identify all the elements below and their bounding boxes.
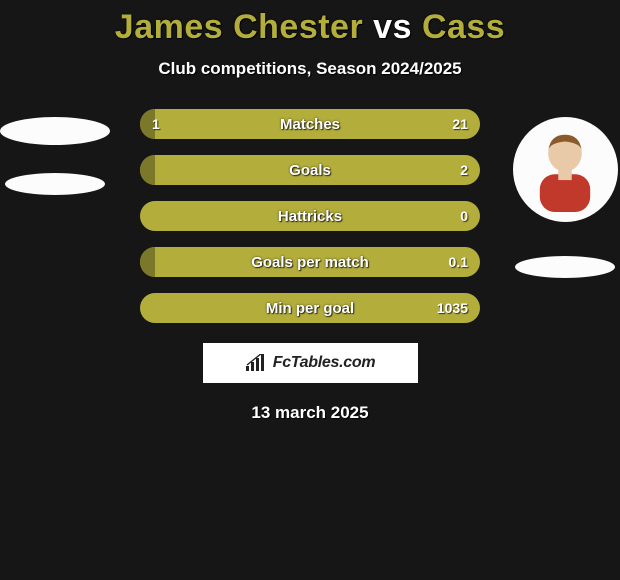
stat-value-right: 0.1 <box>449 254 468 270</box>
stat-value-right: 0 <box>460 208 468 224</box>
stat-value-left: 1 <box>152 116 160 132</box>
player1-side <box>0 109 110 195</box>
stat-label: Min per goal <box>266 300 354 317</box>
chart-icon <box>245 354 267 372</box>
comparison-title: James Chester vs Cass <box>0 0 620 47</box>
generation-date: 13 march 2025 <box>0 403 620 423</box>
player2-name: Cass <box>422 8 505 46</box>
stat-label: Goals <box>289 162 331 179</box>
stat-bar: 1 Matches 21 <box>140 109 480 139</box>
person-icon <box>523 128 607 212</box>
stat-bar: Goals 2 <box>140 155 480 185</box>
stat-bar: Min per goal 1035 <box>140 293 480 323</box>
player1-avatar-placeholder <box>0 117 110 145</box>
player1-name: James Chester <box>115 8 363 46</box>
stat-value-right: 2 <box>460 162 468 178</box>
stat-value-right: 21 <box>452 116 468 132</box>
player1-club-placeholder <box>5 173 105 195</box>
player2-club-placeholder <box>515 256 615 278</box>
stat-label: Goals per match <box>251 254 369 271</box>
brand-text: FcTables.com <box>273 354 376 372</box>
subtitle: Club competitions, Season 2024/2025 <box>0 59 620 79</box>
player2-avatar <box>513 117 618 222</box>
stat-bars: 1 Matches 21 Goals 2 Hattricks 0 Goals per matc… <box>140 109 480 323</box>
comparison-content: 1 Matches 21 Goals 2 Hattricks 0 Goals per matc… <box>0 109 620 323</box>
stat-value-right: 1035 <box>437 300 468 316</box>
brand-badge: FcTables.com <box>203 343 418 383</box>
stat-label: Matches <box>280 116 340 133</box>
stat-bar: Hattricks 0 <box>140 201 480 231</box>
stat-label: Hattricks <box>278 208 342 225</box>
stat-bar: Goals per match 0.1 <box>140 247 480 277</box>
vs-word: vs <box>373 8 412 46</box>
player2-side <box>510 109 620 278</box>
